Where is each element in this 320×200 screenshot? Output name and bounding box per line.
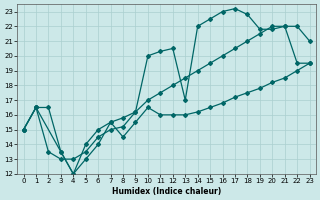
X-axis label: Humidex (Indice chaleur): Humidex (Indice chaleur): [112, 187, 221, 196]
